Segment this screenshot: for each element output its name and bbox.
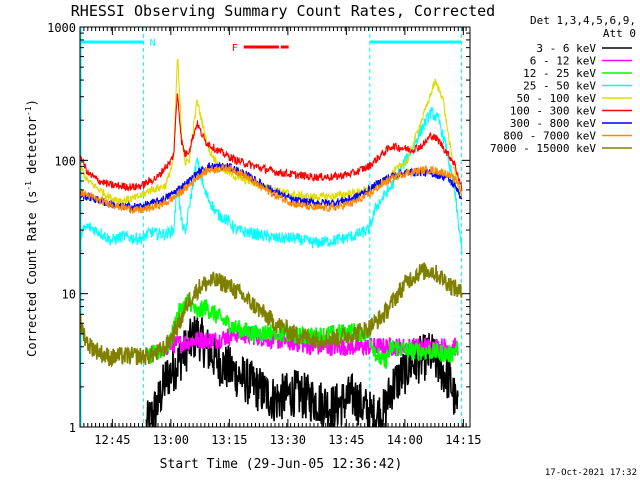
legend-label-7: 800 - 7000 keV — [503, 130, 596, 143]
y-tick-label-3: 1000 — [47, 21, 76, 35]
chart-title: RHESSI Observing Summary Count Rates, Co… — [71, 2, 495, 20]
series-lines — [80, 58, 463, 427]
y-axis-label-part1: Corrected Count Rate (s — [25, 191, 39, 357]
x-tick-label-0: 12:45 — [94, 433, 130, 447]
legend-label-1: 6 - 12 keV — [530, 55, 597, 68]
x-tick-label-3: 13:30 — [270, 433, 306, 447]
timestamp: 17-Oct-2021 17:32 — [545, 468, 637, 478]
y-axis-label-part2: detector — [25, 116, 39, 181]
legend-header-1: Det 1,3,4,5,6,9, — [530, 14, 636, 27]
x-tick-label-1: 13:00 — [153, 433, 189, 447]
axes: 12:45 13:00 13:15 13:30 13:45 14:00 14:15 1 10 10… — [47, 21, 481, 447]
series-line-4 — [80, 58, 463, 205]
x-axis-label: Start Time (29-Jun-05 12:36:42) — [160, 457, 403, 472]
series-line-7 — [80, 164, 463, 215]
y-axis-label-sup1: -1 — [24, 181, 33, 191]
y-tick-label-1: 10 — [62, 288, 76, 302]
x-tick-label-6: 14:15 — [445, 433, 481, 447]
legend-label-3: 25 - 50 keV — [523, 80, 596, 93]
y-tick-label-0: 1 — [69, 421, 76, 435]
legend-label-0: 3 - 6 keV — [536, 42, 596, 55]
series-line-2 — [145, 293, 459, 369]
series-line-5 — [80, 93, 463, 192]
legend-label-6: 300 - 800 keV — [510, 117, 596, 130]
legend-label-5: 100 - 300 keV — [510, 105, 596, 118]
x-tick-label-2: 13:15 — [211, 433, 247, 447]
y-axis-label: Corrected Count Rate (s-1 detector-1) — [24, 99, 39, 357]
flare-label: F — [232, 43, 238, 54]
x-tick-label-5: 14:00 — [387, 433, 423, 447]
y-axis-label-part3: ) — [25, 99, 39, 106]
legend-label-8: 7000 - 15000 keV — [490, 142, 596, 155]
legend-header-2: Att 0 — [603, 27, 636, 40]
y-tick-label-2: 100 — [54, 154, 76, 168]
night-label: N — [150, 38, 156, 49]
y-axis-label-sup2: -1 — [24, 106, 33, 116]
x-tick-label-4: 13:45 — [328, 433, 364, 447]
legend-label-4: 50 - 100 keV — [517, 92, 597, 105]
legend-label-2: 12 - 25 keV — [523, 67, 596, 80]
series-line-3 — [80, 106, 463, 256]
series-line-8 — [80, 262, 463, 368]
